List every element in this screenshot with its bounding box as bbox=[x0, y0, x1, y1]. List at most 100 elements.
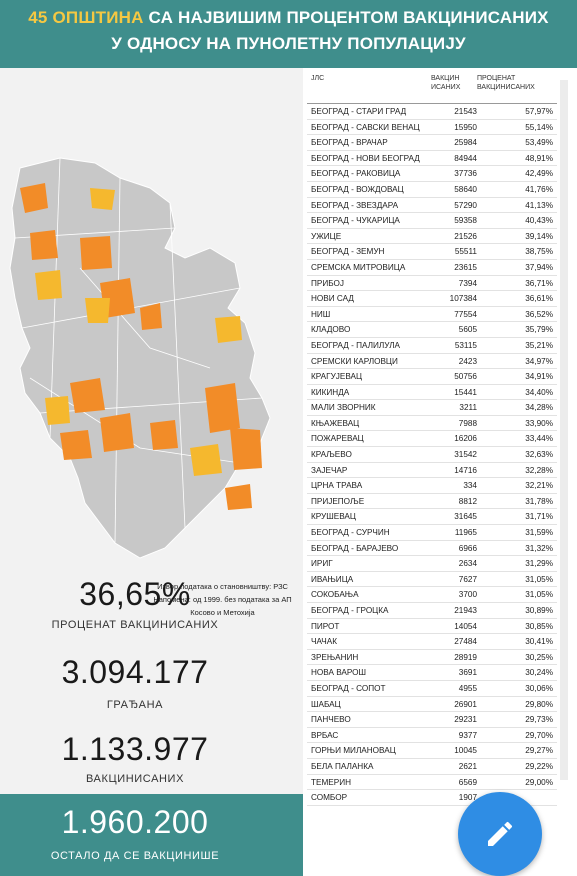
cell-vaccinated: 10045 bbox=[454, 746, 477, 756]
table-row[interactable]: ПРИЈЕПОЉЕ 8812 31,78% bbox=[307, 494, 557, 510]
table-row[interactable]: БЕОГРАД - СОПОТ 4955 30,06% bbox=[307, 681, 557, 697]
cell-vaccinated: 21943 bbox=[454, 606, 477, 615]
table-row[interactable]: БЕОГРАД - БАРАЈЕВО 6966 31,32% bbox=[307, 541, 557, 557]
cell-percent: 55,14% bbox=[525, 122, 553, 132]
table-row[interactable]: БЕОГРАД - ВРАЧАР 25984 53,49% bbox=[307, 135, 557, 151]
cell-municipality: ИВАЊИЦА bbox=[311, 574, 354, 584]
table-row[interactable]: СРЕМСКИ КАРЛОВЦИ 2423 34,97% bbox=[307, 354, 557, 370]
cell-vaccinated: 21543 bbox=[454, 107, 477, 116]
cell-municipality: ПАНЧЕВО bbox=[311, 715, 351, 725]
title-line-1-rest: СА НАЈВИШИМ ПРОЦЕНТОМ ВАКЦИНИСАНИХ bbox=[143, 8, 549, 27]
table-row[interactable]: ПАНЧЕВО 29231 29,73% bbox=[307, 712, 557, 728]
table-row[interactable]: БЕОГРАД - ВОЖДОВАЦ 58640 41,76% bbox=[307, 182, 557, 198]
table-row[interactable]: ВРБАС 9377 29,70% bbox=[307, 728, 557, 744]
cell-percent: 41,76% bbox=[525, 184, 553, 194]
remaining-label: ОСТАЛО ДА СЕ ВАКЦИНИШЕ bbox=[50, 850, 220, 862]
table-row[interactable]: БЕЛА ПАЛАНКА 2621 29,22% bbox=[307, 759, 557, 775]
table-row[interactable]: ЦРНА ТРАВА 334 32,21% bbox=[307, 478, 557, 494]
cell-vaccinated: 29231 bbox=[454, 715, 477, 725]
cell-municipality: ЗРЕЊАНИН bbox=[311, 652, 359, 662]
table-row[interactable]: СОКОБАЊА 3700 31,05% bbox=[307, 587, 557, 603]
header-vaccinated[interactable]: ВАКЦИН ИСАНИХ bbox=[431, 74, 460, 92]
header-jls[interactable]: ЈЛС bbox=[311, 75, 325, 82]
table-row[interactable]: ГОРЊИ МИЛАНОВАЦ 10045 29,27% bbox=[307, 743, 557, 759]
cell-municipality: СОМБОР bbox=[311, 793, 348, 803]
cell-municipality: ВРБАС bbox=[311, 730, 339, 740]
cell-percent: 29,70% bbox=[525, 730, 553, 740]
cell-percent: 29,80% bbox=[525, 699, 553, 709]
table-row[interactable]: СОМБОР 1907 bbox=[307, 790, 557, 806]
table-row[interactable]: НОВА ВАРОШ 3691 30,24% bbox=[307, 665, 557, 681]
cell-percent: 31,29% bbox=[525, 559, 553, 569]
cell-vaccinated: 14716 bbox=[454, 465, 477, 475]
table-row[interactable]: БЕОГРАД - ЗВЕЗДАРА 57290 41,13% bbox=[307, 198, 557, 214]
cell-vaccinated: 11965 bbox=[454, 528, 477, 538]
cell-municipality: БЕОГРАД - РАКОВИЦА bbox=[311, 169, 401, 179]
table-row[interactable]: СРЕМСКА МИТРОВИЦА 23615 37,94% bbox=[307, 260, 557, 276]
table-row[interactable]: БЕОГРАД - ЧУКАРИЦА 59358 40,43% bbox=[307, 213, 557, 229]
table-row[interactable]: ТЕМЕРИН 6569 29,00% bbox=[307, 775, 557, 791]
cell-municipality: МАЛИ ЗВОРНИК bbox=[311, 403, 376, 413]
table-row[interactable]: БЕОГРАД - САВСКИ ВЕНАЦ 15950 55,14% bbox=[307, 120, 557, 136]
table-row[interactable]: КРУШЕВАЦ 31645 31,71% bbox=[307, 509, 557, 526]
cell-percent: 48,91% bbox=[525, 153, 553, 163]
table-row[interactable]: БЕОГРАД - ГРОЦКА 21943 30,89% bbox=[307, 603, 557, 619]
cell-percent: 36,52% bbox=[525, 309, 553, 319]
cell-municipality: БЕОГРАД - ЗЕМУН bbox=[311, 247, 385, 257]
cell-percent: 30,06% bbox=[525, 683, 553, 693]
cell-municipality: ПИРОТ bbox=[311, 621, 340, 631]
citizens-value: 3.094.177 bbox=[61, 654, 209, 690]
cell-municipality: НОВИ САД bbox=[311, 294, 354, 304]
table-row[interactable]: ПИРОТ 14054 30,85% bbox=[307, 619, 557, 635]
cell-vaccinated: 26901 bbox=[454, 699, 477, 709]
table-row[interactable]: УЖИЦЕ 21526 39,14% bbox=[307, 229, 557, 245]
table-row[interactable]: НИШ 77554 36,52% bbox=[307, 307, 557, 323]
cell-vaccinated: 7988 bbox=[458, 418, 477, 428]
table-row[interactable]: КРАГУЈЕВАЦ 50756 34,91% bbox=[307, 369, 557, 385]
table-row[interactable]: ЗАЈЕЧАР 14716 32,28% bbox=[307, 463, 557, 479]
cell-vaccinated: 8812 bbox=[458, 496, 477, 506]
header-percent[interactable]: ПРОЦЕНАТ ВАКЦИНИСАНИХ bbox=[477, 74, 535, 92]
edit-fab-button[interactable] bbox=[458, 792, 542, 876]
cell-municipality: БЕОГРАД - ПАЛИЛУЛА bbox=[311, 340, 401, 350]
table-row[interactable]: ЧАЧАК 27484 30,41% bbox=[307, 634, 557, 650]
cell-vaccinated: 15441 bbox=[454, 387, 477, 397]
table-row[interactable]: КРАЉЕВО 31542 32,63% bbox=[307, 447, 557, 463]
table-row[interactable]: НОВИ САД 107384 36,61% bbox=[307, 291, 557, 307]
cell-vaccinated: 59358 bbox=[454, 216, 477, 226]
table-row[interactable]: ШАБАЦ 26901 29,80% bbox=[307, 697, 557, 713]
table-row[interactable]: ПОЖАРЕВАЦ 16206 33,44% bbox=[307, 431, 557, 448]
source-line-1: Извор података о становништву: РЗС bbox=[157, 582, 288, 591]
table-row[interactable]: ИРИГ 2634 31,29% bbox=[307, 556, 557, 572]
table-scrollbar[interactable] bbox=[560, 80, 568, 780]
table-row[interactable]: КЛАДОВО 5605 35,79% bbox=[307, 322, 557, 338]
table-row[interactable]: БЕОГРАД - СУРЧИН 11965 31,59% bbox=[307, 525, 557, 541]
table-row[interactable]: БЕОГРАД - СТАРИ ГРАД 21543 57,97% bbox=[307, 104, 557, 120]
cell-vaccinated: 2634 bbox=[458, 559, 477, 569]
cell-municipality: НИШ bbox=[311, 309, 331, 319]
cell-vaccinated: 6966 bbox=[458, 543, 477, 553]
table-row[interactable]: БЕОГРАД - РАКОВИЦА 37736 42,49% bbox=[307, 166, 557, 182]
cell-percent: 57,97% bbox=[525, 107, 553, 116]
cell-municipality: БЕОГРАД - ЗВЕЗДАРА bbox=[311, 200, 399, 210]
table-row[interactable]: ПРИБОЈ 7394 36,71% bbox=[307, 276, 557, 292]
table-row[interactable]: КИКИНДА 15441 34,40% bbox=[307, 385, 557, 401]
cell-municipality: КЊАЖЕВАЦ bbox=[311, 418, 360, 428]
cell-municipality: ЦРНА ТРАВА bbox=[311, 481, 363, 491]
table-row[interactable]: ИВАЊИЦА 7627 31,05% bbox=[307, 572, 557, 588]
cell-vaccinated: 25984 bbox=[454, 138, 477, 148]
cell-vaccinated: 3211 bbox=[459, 403, 477, 413]
cell-percent: 30,89% bbox=[525, 606, 553, 615]
table-row[interactable]: БЕОГРАД - ЗЕМУН 55511 38,75% bbox=[307, 244, 557, 260]
table-row[interactable]: ЗРЕЊАНИН 28919 30,25% bbox=[307, 650, 557, 666]
table-row[interactable]: КЊАЖЕВАЦ 7988 33,90% bbox=[307, 416, 557, 432]
table-row[interactable]: БЕОГРАД - НОВИ БЕОГРАД 84944 48,91% bbox=[307, 151, 557, 167]
cell-percent: 37,94% bbox=[525, 262, 553, 272]
cell-municipality: БЕОГРАД - ГРОЦКА bbox=[311, 606, 389, 615]
cell-percent: 53,49% bbox=[525, 138, 553, 148]
title-line-2: У ОДНОСУ НА ПУНОЛЕТНУ ПОПУЛАЦИЈУ bbox=[111, 34, 466, 53]
table-row[interactable]: БЕОГРАД - ПАЛИЛУЛА 53115 35,21% bbox=[307, 338, 557, 354]
cell-vaccinated: 7394 bbox=[458, 278, 477, 288]
table-row[interactable]: МАЛИ ЗВОРНИК 3211 34,28% bbox=[307, 400, 557, 416]
header-percent-line2: ВАКЦИНИСАНИХ bbox=[477, 84, 535, 91]
